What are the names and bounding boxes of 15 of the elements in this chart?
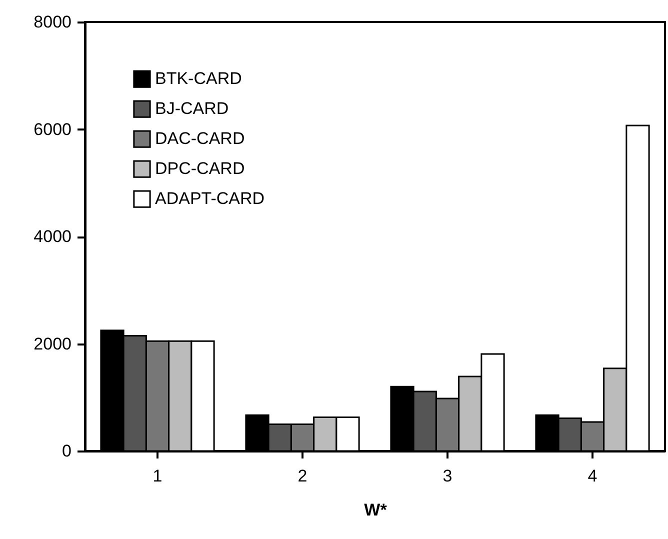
x-tick-label: 2 — [298, 466, 308, 486]
y-tick-label: 2000 — [34, 334, 72, 354]
legend-label: BJ-CARD — [155, 99, 229, 118]
y-tick-label: 4000 — [34, 227, 72, 246]
y-tick-label: 6000 — [34, 120, 72, 139]
legend-label: DAC-CARD — [155, 129, 245, 148]
legend-label: ADAPT-CARD — [155, 189, 265, 208]
x-tick-label: 3 — [442, 466, 452, 486]
x-tick-label: 4 — [588, 466, 598, 486]
legend-label: BTK-CARD — [155, 69, 242, 88]
legend-label: DPC-CARD — [155, 159, 245, 178]
y-tick-label: 8000 — [34, 12, 72, 32]
x-axis-title: W* — [364, 500, 388, 520]
x-tick-label: 1 — [152, 466, 162, 486]
y-tick-label: 0 — [62, 442, 72, 460]
